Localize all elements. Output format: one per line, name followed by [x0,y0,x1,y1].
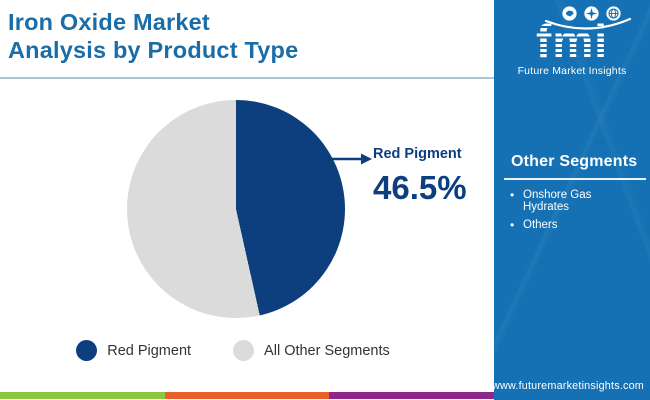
other-segments-heading: Other Segments [511,153,638,170]
pie-callout: Red Pigment 46.5% [373,146,467,207]
legend-swatch-red-pigment [76,340,98,361]
list-item: Onshore Gas Hydrates [510,188,640,213]
footer-stripes [0,392,495,399]
pie-chart [127,100,345,318]
title-separator [0,77,494,79]
other-segments-list: Onshore Gas Hydrates Others [510,188,640,232]
other-segments-divider [504,178,646,180]
fmi-logo: fmi Future Market Insights [494,6,650,77]
logo-wordmark: fmi [536,15,608,67]
legend-item-all-other-segments: All Other Segments [233,340,390,361]
page-title: Iron Oxide Market Analysis by Product Ty… [8,8,298,65]
website-url[interactable]: www.futuremarketinsights.com [491,380,644,392]
chart-area: Iron Oxide Market Analysis by Product Ty… [0,8,494,361]
swoosh-icon [544,17,632,30]
logo-tagline: Future Market Insights [517,65,627,77]
callout-arrow-icon [326,153,372,165]
legend-label: All Other Segments [264,342,390,359]
compass-icon [583,6,599,21]
logo-icons [494,6,650,22]
stripe-purple [329,392,495,399]
other-segments-panel: Other Segments Onshore Gas Hydrates Othe… [494,153,650,232]
legend-swatch-all-other-segments [233,340,255,361]
globe-icon [605,6,621,21]
stripe-orange [164,392,330,399]
sidebar: fmi Future Market Insights Other Segment… [491,0,650,400]
stripe-green [0,392,165,399]
page-title-line1: Iron Oxide Market [8,9,210,35]
legend-item-red-pigment: Red Pigment [76,340,191,361]
page-title-line2: Analysis by Product Type [8,37,299,64]
list-item: Others [510,218,640,232]
legend-label: Red Pigment [107,342,192,359]
chart-legend: Red Pigment All Other Segments [0,340,480,361]
callout-label: Red Pigment [373,146,462,162]
map-icon [561,6,577,21]
callout-value: 46.5% [373,169,467,206]
